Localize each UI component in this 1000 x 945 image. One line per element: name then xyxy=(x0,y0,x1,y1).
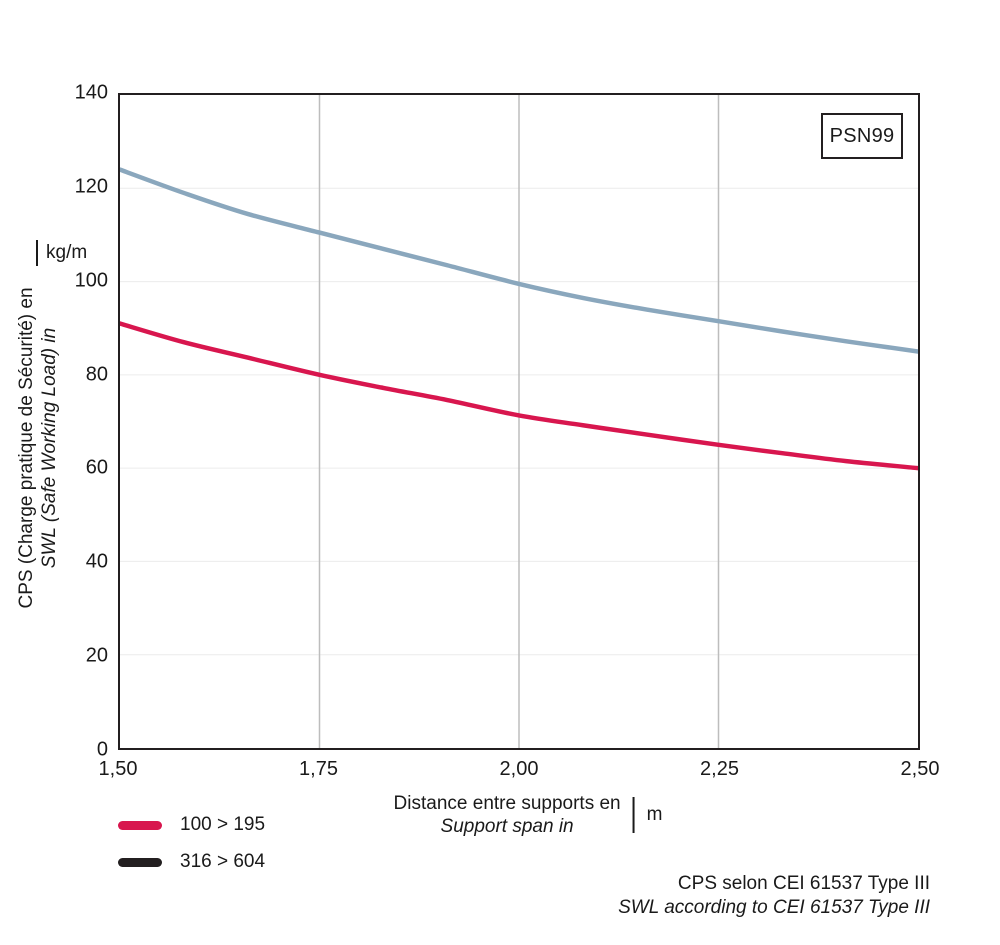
x-axis-unit-label: m xyxy=(646,804,663,825)
series-curve-100-195 xyxy=(120,321,918,471)
compliance-note-en: SWL according to CEI 61537 Type III xyxy=(618,897,930,918)
y-tick-label: 40 xyxy=(85,550,108,573)
y-axis-unit: kg/m xyxy=(36,240,87,266)
x-axis-label-en: Support span in xyxy=(440,816,574,837)
y-tick-label: 80 xyxy=(85,363,108,386)
y-unit-divider xyxy=(36,240,38,266)
legend-item: 100 > 195 xyxy=(118,814,265,836)
y-axis-label: CPS (Charge pratique de Sécurité) en SWL… xyxy=(15,287,61,608)
product-label-box: PSN99 xyxy=(821,113,903,159)
y-axis-label-fr: CPS (Charge pratique de Sécurité) en xyxy=(16,287,37,609)
y-tick-label: 20 xyxy=(85,644,108,667)
legend-label: 316 > 604 xyxy=(180,851,266,872)
x-axis-label-fr: Distance entre supports en xyxy=(393,793,621,814)
legend: 100 > 195 316 > 604 xyxy=(118,814,265,888)
legend-swatch-black xyxy=(118,857,162,867)
x-axis-label: Distance entre supports en Support span … xyxy=(394,792,663,838)
x-tick-label: 2,00 xyxy=(499,758,539,780)
y-tick-label: 0 xyxy=(96,738,108,761)
compliance-note: CPS selon CEI 61537 Type III SWL accordi… xyxy=(618,872,930,920)
legend-item: 316 > 604 xyxy=(118,851,265,873)
y-tick-label: 100 xyxy=(74,269,108,292)
product-label: PSN99 xyxy=(829,124,895,147)
x-tick-label: 1,50 xyxy=(98,758,138,780)
x-axis-label-text: Distance entre supports en Support span … xyxy=(394,792,621,838)
x-unit-divider xyxy=(632,797,635,833)
y-tick-label: 60 xyxy=(85,456,108,479)
compliance-note-fr: CPS selon CEI 61537 Type III xyxy=(677,873,930,894)
x-tick-label: 2,50 xyxy=(900,758,940,780)
legend-label: 100 > 195 xyxy=(180,814,266,835)
y-axis-unit-label: kg/m xyxy=(46,242,88,263)
y-tick-label: 120 xyxy=(74,175,108,198)
series-curve-316-604 xyxy=(120,167,918,354)
legend-swatch-red xyxy=(118,820,162,830)
x-tick-label: 1,75 xyxy=(299,758,338,780)
y-tick-label: 140 xyxy=(74,81,108,104)
plot-area: PSN99 xyxy=(118,93,920,750)
plot-svg xyxy=(120,95,918,748)
x-tick-label: 2,25 xyxy=(700,758,739,780)
